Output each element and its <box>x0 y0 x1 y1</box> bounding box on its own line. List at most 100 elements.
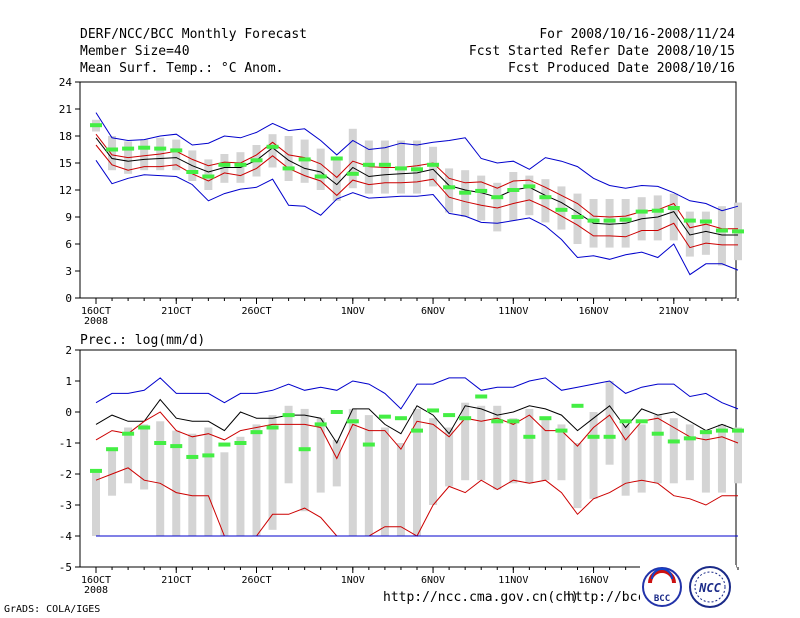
precip-label: Prec.: log(mm/d) <box>80 333 206 348</box>
prec-green-marker <box>443 413 456 418</box>
temp-green-marker <box>587 218 600 223</box>
produced-date: Fcst Produced Date 2008/10/16 <box>508 61 735 76</box>
prec-ensemble-box <box>637 424 646 493</box>
prec-green-marker <box>378 414 391 419</box>
prec-ensemble-box <box>685 424 694 481</box>
prec-xtick-label: 16OCT <box>81 575 111 586</box>
logo-group: BCC NCC <box>640 565 736 610</box>
prec-ensemble-box <box>156 421 165 536</box>
prec-green-marker <box>651 431 664 436</box>
prec-ensemble-box <box>509 418 518 484</box>
temp-ensemble-box <box>220 154 229 183</box>
temp-ensemble-box <box>717 206 726 266</box>
ncc-logo-text: NCC <box>698 581 721 595</box>
prec-xtick-label: 1NOV <box>341 575 365 586</box>
prec-ensemble-box <box>717 424 726 493</box>
prec-green-marker <box>234 441 247 445</box>
temp-ytick-label: 0 <box>65 292 72 305</box>
prec-ensemble-box <box>621 424 630 496</box>
prec-green-marker <box>587 434 600 439</box>
prec-ensemble-box <box>429 418 438 505</box>
temp-green-marker <box>250 158 263 163</box>
temp-green-marker <box>699 219 712 224</box>
temp-ensemble-box <box>284 136 293 181</box>
prec-ensemble-box <box>573 443 582 509</box>
prec-ensemble-box <box>236 436 245 536</box>
prec-green-marker <box>250 430 263 435</box>
prec-green-marker <box>362 442 375 447</box>
prec-green-marker <box>475 394 488 399</box>
bcc-url-link[interactable]: http://bcc.c <box>567 590 661 605</box>
prec-xtick-label: 21OCT <box>161 575 191 586</box>
prec-ensemble-box <box>108 449 117 496</box>
temp-ensemble-box <box>316 148 325 190</box>
prec-ensemble-box <box>605 381 614 465</box>
prec-xtick-label: 26OCT <box>241 575 271 586</box>
temp-ensemble-box <box>172 139 181 171</box>
temp-green-marker <box>138 145 151 150</box>
prec-ytick-label: 0 <box>65 406 72 419</box>
temp-green-marker <box>154 146 167 151</box>
prec-ytick-label: -4 <box>59 530 73 543</box>
prec-ensemble-box <box>445 427 454 487</box>
prec-green-marker <box>699 430 712 435</box>
prec-green-marker <box>491 419 504 424</box>
prec-series-max <box>95 377 739 410</box>
temp-year-label: 2008 <box>84 316 108 327</box>
temp-green-marker <box>539 195 552 200</box>
prec-green-marker <box>715 428 728 433</box>
prec-xtick-label: 16NOV <box>578 575 608 586</box>
temp-green-marker <box>394 166 407 171</box>
prec-ensemble-box <box>188 433 197 536</box>
prec-ytick-label: -3 <box>59 499 72 512</box>
temp-ytick-label: 6 <box>65 238 72 251</box>
temp-green-marker <box>732 229 744 234</box>
temp-ensemble-box <box>477 175 486 221</box>
variable-label: Mean Surf. Temp.: °C Anom. <box>80 61 284 76</box>
prec-green-marker <box>154 441 167 445</box>
prec-green-marker <box>218 442 231 447</box>
prec-green-marker <box>90 468 102 473</box>
temp-green-marker <box>683 218 696 223</box>
temp-xtick-label: 16OCT <box>81 306 111 317</box>
temp-series-lower <box>95 144 738 249</box>
temp-green-marker <box>715 228 728 233</box>
temp-ytick-label: 18 <box>59 130 72 143</box>
grads-credit: GrADS: COLA/IGES <box>4 604 101 615</box>
prec-ensemble-box <box>332 439 341 487</box>
prec-green-marker <box>523 434 536 439</box>
prec-ensemble-box <box>493 405 502 490</box>
temp-ensemble-box <box>140 139 149 171</box>
prec-ensemble-box <box>557 424 566 481</box>
prec-ensemble-box <box>734 427 742 484</box>
prec-green-marker <box>394 416 407 421</box>
temp-green-marker <box>266 144 279 149</box>
prec-green-marker <box>186 454 199 459</box>
refer-date: Fcst Started Refer Date 2008/10/15 <box>468 44 735 59</box>
temp-green-marker <box>459 190 472 195</box>
prec-year-label: 2008 <box>84 585 108 596</box>
temp-ensemble-box <box>493 182 502 232</box>
temp-ensemble-box <box>653 195 662 241</box>
prec-green-marker <box>346 419 359 424</box>
prec-green-marker <box>571 403 584 408</box>
prec-green-marker <box>683 436 696 441</box>
prec-green-marker <box>667 439 680 444</box>
prec-ytick-label: 1 <box>65 375 72 388</box>
temp-green-marker <box>202 174 215 179</box>
prec-ensemble-box <box>589 412 598 499</box>
prec-ensemble-box <box>396 443 405 536</box>
temp-green-marker <box>491 195 504 200</box>
ncc-url-link[interactable]: http://ncc.cma.gov.cn(ch) <box>383 590 579 605</box>
prec-green-marker <box>138 425 151 430</box>
temp-series-upper <box>95 133 738 230</box>
temp-xtick-label: 11NOV <box>498 306 528 317</box>
temp-xtick-label: 21NOV <box>659 306 689 317</box>
prec-green-marker <box>106 447 119 452</box>
temp-green-marker <box>170 148 183 153</box>
temp-green-marker <box>635 209 648 214</box>
prec-green-marker <box>202 453 215 458</box>
temp-green-marker <box>186 170 199 174</box>
ncc-logo-icon: NCC <box>689 566 731 608</box>
prec-green-marker <box>122 431 135 436</box>
